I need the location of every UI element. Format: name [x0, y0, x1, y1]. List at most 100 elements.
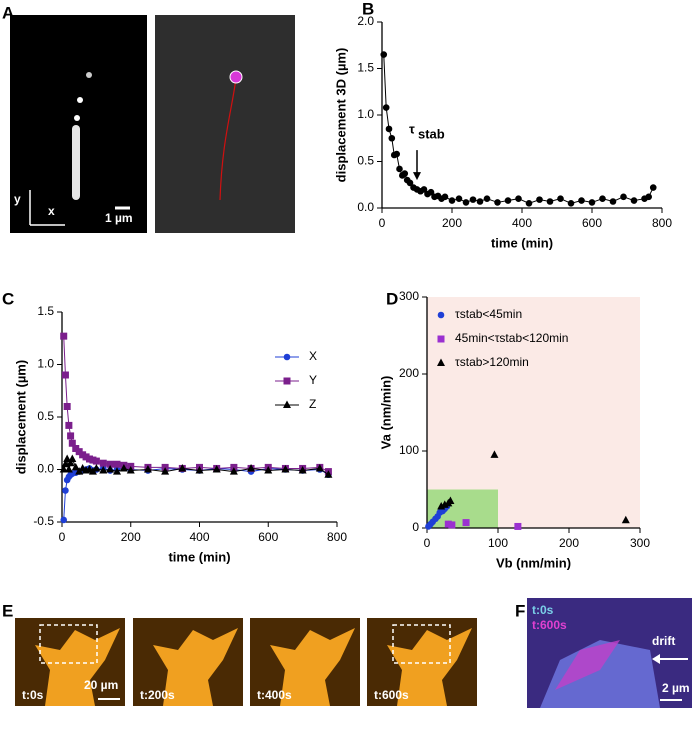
legend-marker	[437, 335, 445, 343]
marker	[60, 332, 68, 340]
marker	[92, 463, 101, 472]
y-axis-label: displacement 3D (µm)	[333, 48, 348, 183]
x-axis-label: Vb (nm/min)	[496, 555, 571, 570]
time-label: t:0s	[22, 688, 44, 702]
x-tick-label: 400	[189, 530, 209, 544]
legend-label: 45min<τstab<120min	[455, 331, 568, 345]
x-tick-label: 400	[512, 216, 532, 230]
legend-marker	[437, 358, 445, 366]
x-tick-label: 0	[59, 530, 66, 544]
marker	[649, 184, 657, 191]
y-tick-label: 1.0	[357, 107, 374, 121]
y-tick-label: 0.5	[357, 154, 374, 168]
marker	[462, 519, 470, 527]
annotation-subscript: stab	[418, 127, 445, 142]
y-tick-label: -0.5	[33, 514, 54, 528]
x-tick-label: 0	[424, 536, 431, 550]
image-e	[15, 618, 477, 706]
y-tick-label: 0.5	[37, 409, 54, 423]
time-label: t:400s	[257, 688, 292, 702]
spot	[229, 70, 243, 84]
x-tick-label: 200	[559, 536, 579, 550]
arrow-head	[652, 654, 660, 664]
y-tick-label: 0	[412, 520, 419, 534]
x-tick-label: 0	[379, 216, 386, 230]
legend-marker	[283, 377, 291, 385]
marker	[396, 165, 403, 173]
scale-label: 1 µm	[105, 211, 133, 225]
legend-marker	[283, 353, 291, 361]
marker	[324, 470, 333, 478]
panel-label: E	[2, 601, 13, 620]
marker	[567, 200, 575, 207]
y-tick-label: 0.0	[37, 462, 54, 476]
marker	[106, 460, 114, 468]
marker	[446, 496, 455, 505]
x-tick-label: 600	[258, 530, 278, 544]
marker	[588, 199, 596, 206]
marker	[557, 195, 564, 202]
marker	[68, 454, 77, 462]
x-tick-label: 600	[582, 216, 602, 230]
panel-label: A	[2, 3, 14, 22]
x-tick-label: 800	[652, 216, 672, 230]
marker	[630, 197, 638, 204]
line	[63, 466, 329, 520]
marker	[578, 197, 585, 204]
axis-y: y	[14, 192, 21, 206]
legend-marker	[283, 400, 291, 408]
marker	[106, 465, 115, 473]
x-tick-label: 200	[442, 216, 462, 230]
marker	[298, 466, 307, 474]
y-axis-label: Va (nm/min)	[378, 376, 393, 450]
panel-label: F	[515, 601, 525, 620]
marker	[229, 467, 238, 475]
y-tick-label: 1.0	[37, 357, 54, 371]
x-tick-label: 200	[121, 530, 141, 544]
marker	[388, 134, 396, 142]
marker	[514, 522, 522, 530]
marker	[126, 466, 135, 474]
marker	[68, 439, 76, 447]
marker	[99, 466, 108, 474]
marker	[264, 466, 273, 474]
marker	[525, 200, 533, 207]
legend-label: Z	[309, 397, 316, 411]
image-a2	[155, 15, 295, 233]
marker	[441, 193, 449, 201]
time-label: t:600s	[374, 688, 409, 702]
marker	[401, 170, 409, 177]
legend-label: X	[309, 349, 317, 363]
y-tick-label: 1.5	[357, 61, 374, 75]
cell	[555, 640, 620, 690]
marker	[178, 463, 187, 472]
marker	[66, 458, 75, 467]
marker	[621, 515, 630, 524]
panel-label: B	[362, 0, 374, 18]
marker	[536, 196, 543, 203]
arrow-label: drift	[652, 634, 675, 648]
marker	[65, 421, 73, 429]
marker	[620, 193, 627, 201]
x-axis-label: time (min)	[168, 549, 230, 564]
legend-label: t:600s	[532, 618, 567, 632]
marker	[281, 465, 290, 473]
marker	[71, 462, 80, 471]
marker	[315, 463, 324, 472]
marker	[494, 199, 501, 206]
y-tick-label: 2.0	[357, 14, 374, 28]
marker	[504, 197, 512, 204]
legend-label: t:0s	[532, 603, 554, 617]
y-axis-label: displacement (µm)	[13, 360, 28, 474]
y-tick-label: 300	[399, 289, 419, 303]
y-tick-label: 0.0	[357, 200, 374, 214]
y-tick-label: 200	[399, 366, 419, 380]
x-tick-label: 300	[630, 536, 650, 550]
marker	[448, 521, 456, 529]
marker	[448, 197, 456, 204]
marker	[67, 432, 75, 440]
legend-label: τstab<45min	[455, 307, 522, 321]
marker	[63, 454, 72, 462]
x-tick-label: 800	[327, 530, 347, 544]
